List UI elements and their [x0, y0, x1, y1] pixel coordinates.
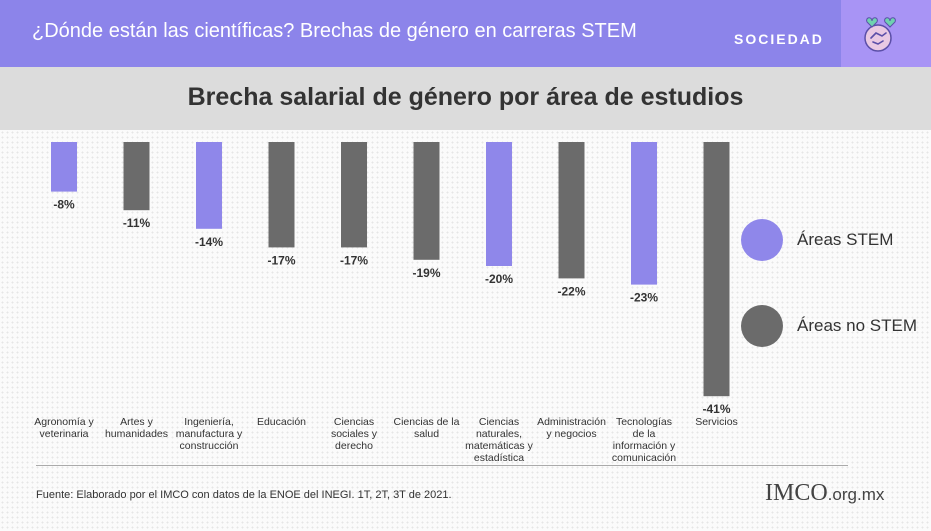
data-label: -17% [267, 253, 295, 267]
data-label: -19% [412, 266, 440, 280]
chart-title: Brecha salarial de género por área de es… [187, 83, 744, 111]
bar [196, 142, 222, 229]
category-label: Educación [257, 416, 306, 428]
legend-item-no-stem: Áreas no STEM [741, 305, 917, 347]
handshake-heart-icon [864, 17, 896, 52]
imco-logo[interactable]: IMCO.org.mx [765, 480, 884, 507]
category-label: Ciencias sociales y derecho [331, 416, 378, 452]
logo-domain: .org.mx [827, 485, 885, 504]
bar [51, 142, 77, 192]
category-label: Tecnologías de la información y comunicació… [612, 416, 676, 464]
section-label[interactable]: SOCIEDAD [734, 31, 824, 47]
category-label: Administración y negocios [537, 416, 606, 440]
chart-area: -8% Agronomía y veterinaria -11% Artes y huma… [0, 130, 931, 531]
data-label: -23% [630, 291, 658, 305]
data-label: -11% [123, 216, 151, 230]
header-title: ¿Dónde están las científicas? Brechas de… [32, 20, 637, 42]
bar [703, 142, 730, 397]
chart-title-band: Brecha salarial de género por área de es… [0, 67, 931, 130]
bar [413, 142, 440, 260]
logo-brand: IMCO [765, 480, 828, 506]
bar [631, 142, 657, 285]
bar-chart: -8% Agronomía y veterinaria -11% Artes y huma… [34, 142, 738, 464]
data-label: -41% [702, 402, 730, 416]
data-label: -20% [485, 272, 513, 286]
legend-item-stem: Áreas STEM [741, 219, 893, 261]
data-label: -17% [340, 253, 368, 267]
category-label: Ingeniería, manufactura y construcción [176, 416, 243, 452]
bar [558, 142, 585, 279]
category-label: Artes y humanidades [105, 416, 168, 440]
data-label: -14% [195, 235, 223, 249]
category-label: Agronomía y veterinaria [34, 416, 94, 440]
data-label: -22% [557, 284, 585, 298]
category-label: Servicios [695, 416, 738, 428]
legend-swatch-stem [741, 219, 783, 261]
legend-swatch-no-stem [741, 305, 783, 347]
bar [486, 142, 512, 266]
category-label: Ciencias naturales, matemáticas y estadísti… [465, 416, 533, 464]
bar [123, 142, 150, 211]
legend-label-no-stem: Áreas no STEM [797, 316, 917, 335]
category-label: Ciencias de la salud [394, 416, 460, 440]
section-icon-box[interactable] [841, 0, 931, 67]
bar [341, 142, 367, 248]
category-baseline [36, 465, 848, 466]
legend-label-stem: Áreas STEM [797, 230, 894, 249]
data-label: -8% [53, 198, 75, 212]
bar [268, 142, 295, 248]
header-bar: ¿Dónde están las científicas? Brechas de… [0, 0, 931, 67]
source-note: Fuente: Elaborado por el IMCO con datos … [36, 489, 452, 501]
